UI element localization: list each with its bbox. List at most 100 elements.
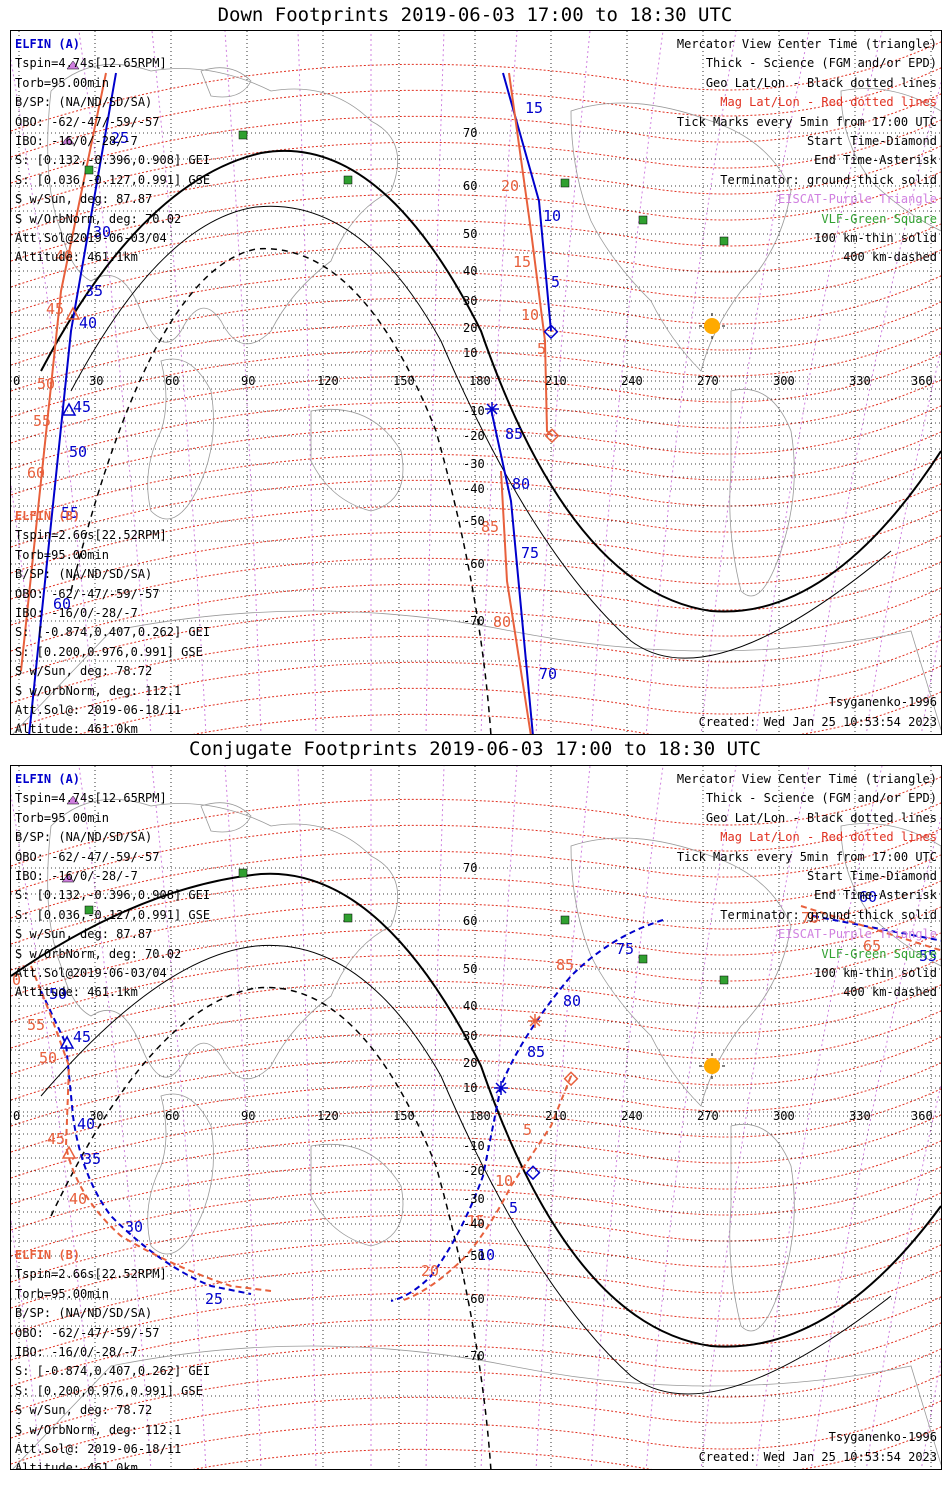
lat-label: -60 — [463, 557, 485, 571]
model-label: Tsyganenko-1996 — [828, 1430, 937, 1445]
tick-label: 55 — [33, 412, 51, 430]
info-line: S w/Sun, deg: 78.72 — [15, 664, 153, 679]
end-asterisk-b — [528, 1014, 542, 1028]
lat-label: -10 — [463, 404, 485, 418]
mag-latitude-line — [11, 1192, 941, 1283]
mag-meridian — [224, 31, 262, 734]
tick-label: 15 — [467, 1212, 485, 1230]
mag-meridian — [645, 766, 737, 1469]
mag-latitude-line — [11, 1114, 941, 1205]
lat-label: -50 — [463, 1249, 485, 1263]
terminator-100km — [70, 205, 892, 659]
tick-label: 20 — [421, 1262, 439, 1280]
info-line: Tspin=2.66s[22.52RPM] — [15, 1267, 167, 1282]
info-line: Altitude: 461.0km — [15, 1461, 138, 1470]
tick-label: 60 — [27, 464, 45, 482]
down-panel-title: Down Footprints 2019-06-03 17:00 to 18:3… — [217, 4, 733, 26]
coastline — [147, 1093, 214, 1255]
mag-latitude-line — [11, 41, 941, 132]
info-line: Altitude: 461.1km — [15, 250, 138, 265]
tick-label: 70 — [801, 909, 819, 927]
tick-label: 25 — [111, 129, 129, 147]
lon-label: 90 — [241, 374, 255, 388]
legend-item: Geo Lat/Lon - Black dotted lines — [705, 75, 937, 90]
coastlines — [12, 798, 941, 1469]
legend-item: Geo Lat/Lon - Black dotted lines — [705, 810, 937, 825]
down-footprints-map: 15 10 5 85 80 75 70 25 30 35 40 45 50 55… — [10, 30, 942, 735]
eiscat-triangle — [61, 873, 75, 883]
elfin-b-track-south — [500, 470, 532, 734]
legend-item: 100 km-thin solid — [814, 231, 937, 246]
mag-meridian — [151, 766, 207, 1469]
center-triangle-a — [61, 402, 77, 416]
elfin-b-conj-track-west — [30, 965, 272, 1292]
lat-label: -60 — [463, 1292, 485, 1306]
lat-label: -30 — [463, 1192, 485, 1206]
legend-item: EISCAT-Purple Triangle — [778, 192, 937, 207]
tick-label: 40 — [69, 1190, 87, 1208]
lon-label: 210 — [545, 374, 567, 388]
info-line: S: [0.132,-0.396,0.908] GEI — [15, 888, 211, 903]
mag-meridian — [480, 31, 518, 734]
coastline — [729, 389, 795, 597]
mag-latitude-line — [11, 1088, 941, 1179]
lon-label: 60 — [165, 1109, 179, 1123]
lat-label: 30 — [463, 1029, 477, 1043]
lat-label: -10 — [463, 1139, 485, 1153]
elfin-a-conj-track-west — [40, 990, 252, 1295]
vlf-square — [84, 165, 94, 175]
lon-label: 240 — [621, 374, 643, 388]
lat-label: -70 — [463, 614, 485, 628]
created-label: Created: Wed Jan 25 10:53:54 2023 — [698, 1449, 937, 1464]
mag-meridian — [11, 481, 42, 734]
legend-item: Thick - Science (FGM and/or EPD) — [705, 56, 937, 71]
info-line: Tspin=2.66s[22.52RPM] — [15, 528, 167, 543]
info-line: B/SP: (NA/ND/SD/SA) — [15, 567, 153, 582]
coastline — [47, 63, 398, 345]
legend-item: VLF-Green Square — [821, 946, 937, 961]
eiscat-triangle — [66, 60, 80, 70]
footer: Tsyganenko-1996 Created: Wed Jan 25 10:5… — [699, 1428, 937, 1467]
conjugate-map-canvas: 75 80 85 10 5 50 45 40 35 30 25 60 55 85… — [11, 766, 941, 1469]
mag-meridian — [78, 766, 152, 1469]
info-line: B/SP: (NA/ND/SD/SA) — [15, 95, 153, 110]
vlf-square — [343, 175, 353, 185]
center-triangle-b — [61, 1145, 77, 1159]
legend-item: End Time-Asterisk — [814, 153, 937, 168]
mag-meridian — [224, 766, 262, 1469]
vlf-square — [560, 178, 570, 188]
mag-latitude-line — [11, 145, 941, 236]
info-line: S w/OrbNorm, deg: 112.1 — [15, 1422, 182, 1437]
sun-icon — [699, 313, 725, 339]
mag-meridian — [590, 31, 664, 734]
mag-latitude-line — [11, 1010, 941, 1101]
tick-label: 25 — [205, 1290, 223, 1308]
coastline — [310, 1143, 404, 1247]
vlf-square — [238, 868, 248, 878]
terminator-ground — [40, 149, 941, 613]
vlf-square — [638, 954, 648, 964]
info-line: IBO: -16/0/-28/-7 — [15, 606, 138, 621]
mag-latitude-line — [11, 119, 941, 210]
mag-latitude-line — [11, 984, 941, 1075]
info-line: S: [-0.874,0.407,0.262] GEI — [15, 625, 211, 640]
mag-latitude-line — [11, 828, 941, 919]
info-line: IBO: -16/0/-28/-7 — [15, 869, 138, 884]
conjugate-footprints-map: 75 80 85 10 5 50 45 40 35 30 25 60 55 85… — [10, 765, 942, 1470]
lon-label: 30 — [89, 1109, 103, 1123]
lon-label: 120 — [317, 1109, 339, 1123]
mag-latitude-line — [11, 906, 941, 997]
mag-latitude-line — [11, 1348, 941, 1439]
end-asterisk-a — [494, 1081, 508, 1095]
info-line: S: [0.036,-0.127,0.991] GSE — [15, 172, 211, 187]
info-line: B/SP: (NA/ND/SD/SA) — [15, 1306, 153, 1321]
coastline — [840, 823, 941, 967]
mag-latitude-line — [11, 171, 941, 262]
info-line: Tspin=4.74s[12.65RPM] — [15, 56, 167, 71]
mag-latitude-line — [11, 67, 941, 158]
lat-label: -40 — [463, 1217, 485, 1231]
mag-meridian — [11, 792, 97, 1469]
legend: Mercator View Center Time (triangle) Thi… — [677, 770, 937, 1003]
start-diamond-b — [544, 428, 560, 444]
sun-icon — [699, 1053, 725, 1079]
